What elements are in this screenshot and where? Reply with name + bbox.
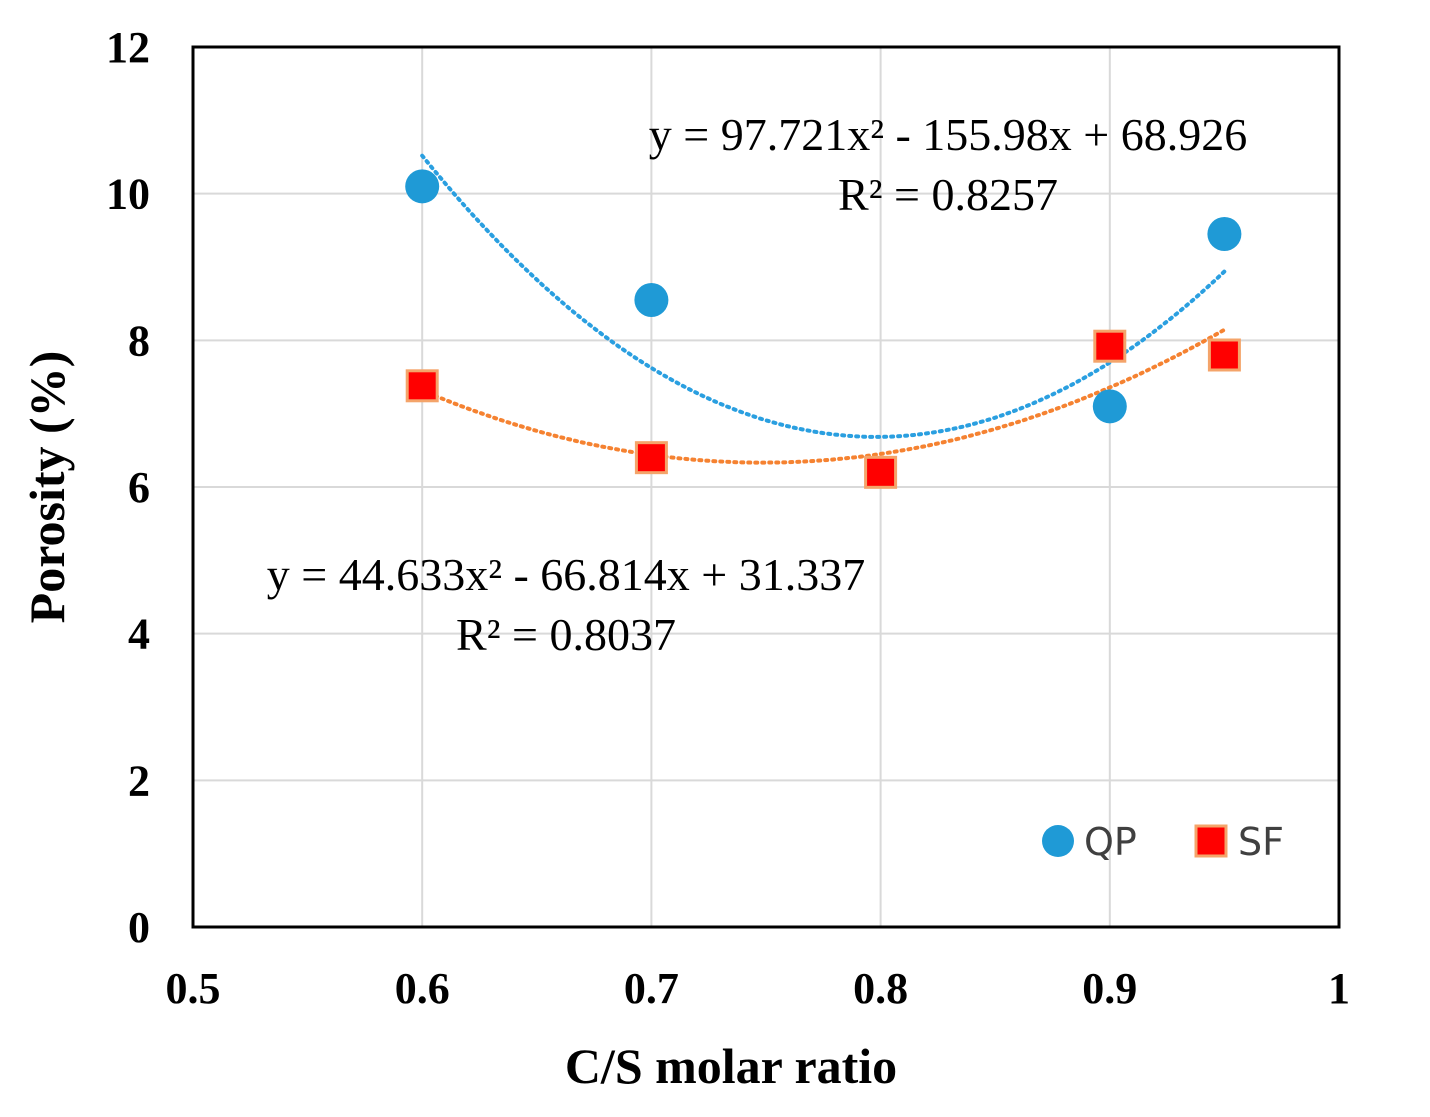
equation-label-qp: y = 97.721x² - 155.98x + 68.926 [649,109,1248,160]
y-axis-title: Porosity (%) [19,351,75,624]
data-point-sf [1093,329,1127,363]
x-tick-label: 0.7 [624,964,679,1013]
y-tick-label: 2 [128,756,150,805]
trendlines [420,153,1227,465]
y-tick-label: 10 [106,170,150,219]
data-point-sf [634,441,668,475]
legend-label-qp: QP [1084,820,1137,864]
plot-area-frame [191,45,1341,929]
trendline-sf [420,327,1227,465]
equation-label-sf: y = 44.633x² - 66.814x + 31.337 [267,549,866,600]
x-tick-label: 0.9 [1082,964,1137,1013]
data-point-qp [1207,217,1242,251]
data-point-sf [405,369,439,403]
legend-label-sf: SF [1238,820,1284,864]
y-tick-label: 0 [128,903,150,952]
y-tick-label: 8 [128,316,150,365]
legend-marker-sf [1194,824,1228,858]
y-tick-label: 12 [106,23,150,72]
data-point-sf [864,455,898,489]
data-point-qp [634,283,669,317]
x-tick-label: 1 [1328,964,1350,1013]
r2-label-qp: R² = 0.8257 [838,169,1058,220]
y-tick-label: 4 [128,610,150,659]
x-axis-title: C/S molar ratio [565,1038,897,1094]
r2-label-sf: R² = 0.8037 [456,609,676,660]
grid [193,47,1339,927]
x-tick-label: 0.8 [853,964,908,1013]
data-point-qp [1092,389,1127,424]
legend: QP SF [1042,820,1284,864]
trendline-qp [420,153,1227,439]
x-tick-label: 0.5 [166,964,221,1013]
data-point-sf [1207,338,1241,372]
tick-labels: 0 2 4 6 8 10 12 0.5 0.6 0.7 0.8 0.9 1 [106,23,1350,1013]
data-point-qp [405,169,440,204]
x-tick-label: 0.6 [395,964,450,1013]
legend-marker-qp [1042,825,1074,857]
y-tick-label: 6 [128,463,150,512]
data-markers [405,169,1242,489]
